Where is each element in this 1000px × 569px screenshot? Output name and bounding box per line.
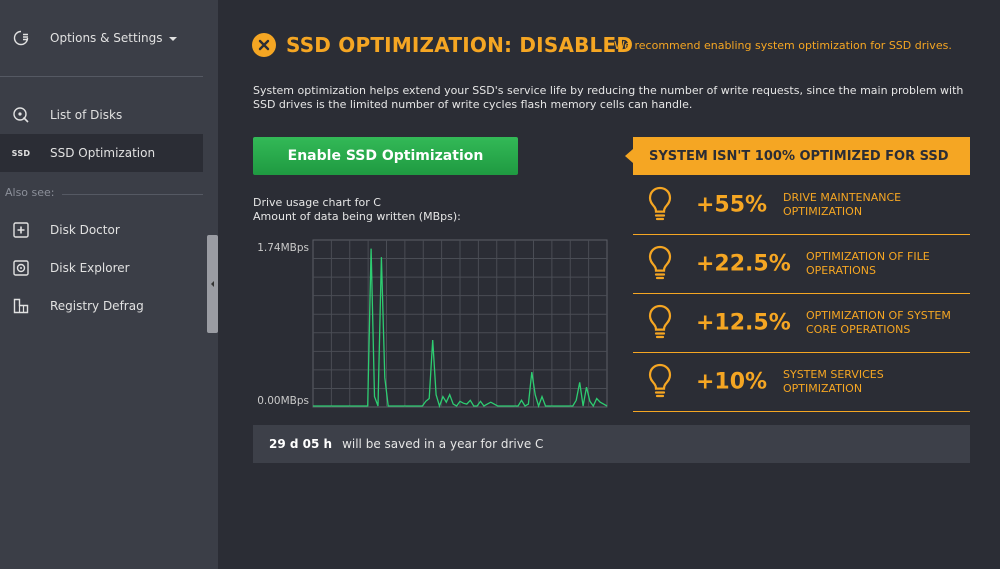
sidebar-item-label: Registry Defrag bbox=[50, 299, 144, 313]
lightbulb-icon bbox=[647, 304, 673, 344]
registry-icon bbox=[12, 297, 30, 315]
enable-ssd-optimization-button[interactable]: Enable SSD Optimization bbox=[253, 137, 518, 175]
plus-box-icon bbox=[12, 221, 30, 239]
divider bbox=[62, 194, 203, 195]
optimization-percent: +10% bbox=[696, 369, 768, 395]
optimization-label: OPTIMIZATION OF FILE OPERATIONS bbox=[806, 250, 930, 277]
ssd-icon: SSD bbox=[12, 144, 30, 162]
optimization-percent: +22.5% bbox=[696, 251, 791, 277]
optimization-item: +22.5% OPTIMIZATION OF FILE OPERATIONS bbox=[633, 235, 970, 294]
sidebar-item-disk-explorer[interactable]: Disk Explorer bbox=[0, 249, 203, 287]
ssd-icon-text: SSD bbox=[11, 148, 31, 158]
sidebar-item-disk-doctor[interactable]: Disk Doctor bbox=[0, 211, 203, 249]
disk-explorer-icon bbox=[12, 259, 30, 277]
savings-value: 29 d 05 h bbox=[269, 437, 333, 451]
optimization-label: DRIVE MAINTENANCE OPTIMIZATION bbox=[783, 191, 902, 218]
chart-caption-line1: Drive usage chart for C bbox=[253, 196, 381, 209]
sidebar-item-label: SSD Optimization bbox=[50, 146, 156, 160]
status-title: SSD OPTIMIZATION: DISABLED bbox=[286, 33, 634, 57]
lightbulb-icon bbox=[647, 363, 673, 403]
series-line bbox=[313, 248, 608, 409]
chevron-down-icon bbox=[168, 36, 177, 41]
savings-bar: 29 d 05 h will be saved in a year for dr… bbox=[253, 425, 970, 463]
optimization-item: +12.5% OPTIMIZATION OF SYSTEM CORE OPERAT… bbox=[633, 294, 970, 353]
optimization-item: +10% SYSTEM SERVICES OPTIMIZATION bbox=[633, 353, 970, 412]
collapse-sidebar-handle[interactable] bbox=[207, 235, 218, 333]
sidebar-item-list-of-disks[interactable]: List of Disks bbox=[0, 96, 203, 134]
sidebar-item-ssd-optimization[interactable]: SSD SSD Optimization bbox=[0, 134, 203, 172]
status-recommendation: We recommend enabling system optimizatio… bbox=[614, 39, 952, 52]
optimization-label: SYSTEM SERVICES OPTIMIZATION bbox=[783, 368, 884, 395]
sidebar-item-label: List of Disks bbox=[50, 108, 123, 122]
sidebar-header: Options & Settings bbox=[0, 0, 203, 77]
chart-caption-line2: Amount of data being written (MBps): bbox=[253, 210, 461, 223]
options-settings-menu[interactable]: Options & Settings bbox=[0, 19, 203, 57]
optimization-percent: +12.5% bbox=[696, 310, 791, 336]
sidebar: Options & Settings List of Disks SSD SSD… bbox=[0, 0, 218, 569]
y-axis-max-label: 1.74MBps bbox=[257, 242, 309, 254]
lightbulb-icon bbox=[647, 186, 673, 226]
y-axis-min-label: 0.00MBps bbox=[257, 395, 309, 407]
drive-usage-chart: 1.74MBps 0.00MBps bbox=[257, 239, 608, 409]
optimization-item: +55% DRIVE MAINTENANCE OPTIMIZATION bbox=[633, 176, 970, 235]
sidebar-item-label: Disk Explorer bbox=[50, 261, 130, 275]
chart-grid bbox=[312, 239, 608, 408]
settings-icon bbox=[12, 29, 30, 47]
chevron-left-icon bbox=[211, 281, 214, 287]
also-see-label: Also see: bbox=[5, 186, 55, 199]
optimization-percent: +55% bbox=[696, 192, 768, 218]
options-settings-label: Options & Settings bbox=[50, 31, 163, 45]
close-circle-icon bbox=[252, 33, 276, 57]
chart-caption: Drive usage chart for C Amount of data b… bbox=[253, 196, 461, 224]
optimization-banner: SYSTEM ISN'T 100% OPTIMIZED FOR SSD bbox=[633, 137, 970, 175]
banner-notch bbox=[625, 149, 633, 163]
savings-text: will be saved in a year for drive C bbox=[342, 437, 544, 451]
description: System optimization helps extend your SS… bbox=[253, 84, 964, 111]
lightbulb-icon bbox=[647, 245, 673, 285]
optimization-label: OPTIMIZATION OF SYSTEM CORE OPERATIONS bbox=[806, 309, 951, 336]
disk-search-icon bbox=[12, 106, 30, 124]
sidebar-item-registry-defrag[interactable]: Registry Defrag bbox=[0, 287, 203, 325]
sidebar-item-label: Disk Doctor bbox=[50, 223, 120, 237]
